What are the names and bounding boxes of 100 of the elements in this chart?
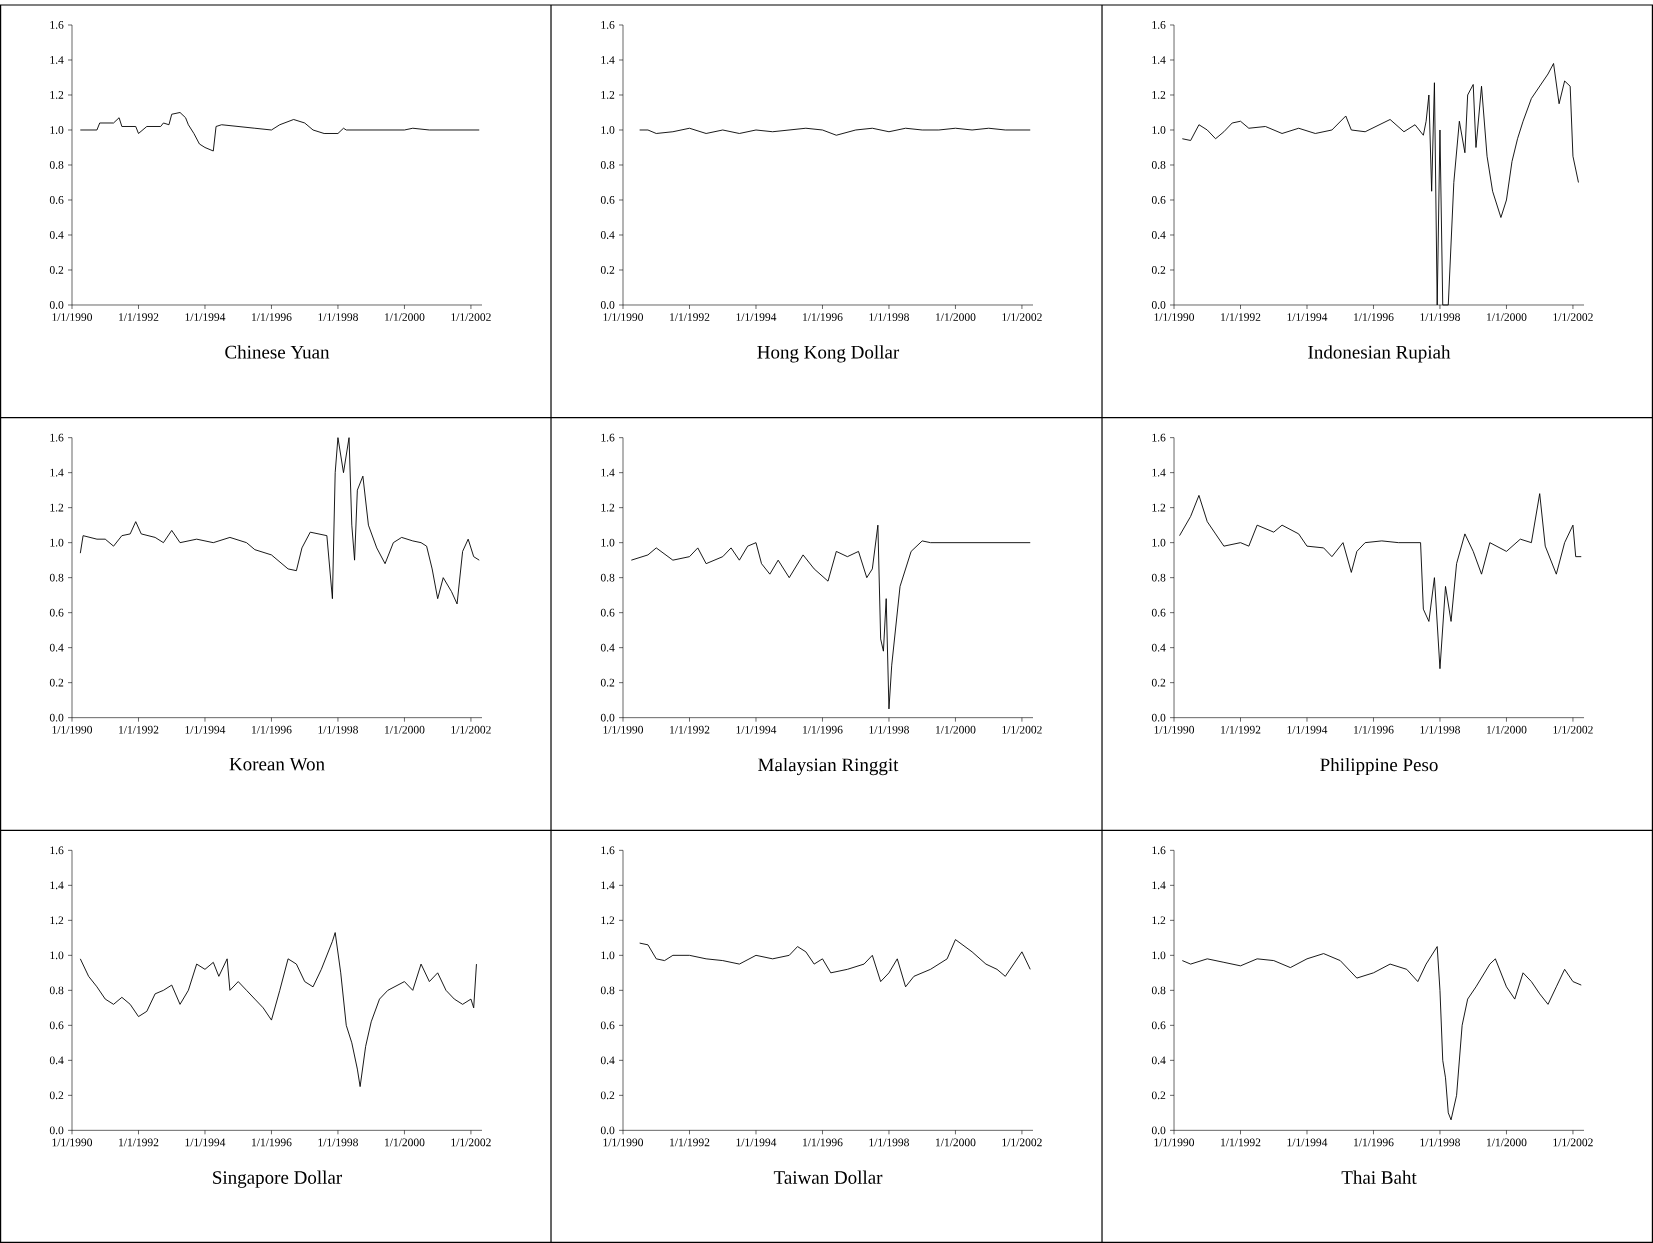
y-tick-label: 1.0 bbox=[601, 126, 615, 134]
y-tick-label: 1.0 bbox=[1152, 951, 1166, 960]
x-tick-label: 1/1/1990 bbox=[52, 313, 93, 321]
x-tick-label: 1/1/2000 bbox=[936, 1138, 976, 1147]
x-tick-label: 1/1/2002 bbox=[1553, 725, 1593, 734]
y-tick-label: 1.0 bbox=[601, 951, 615, 960]
y-tick-label: 1.0 bbox=[1152, 126, 1166, 134]
line-series bbox=[79, 932, 477, 1088]
y-tick-label: 1.4 bbox=[50, 468, 64, 477]
x-tick-label: 1/1/1996 bbox=[803, 1138, 843, 1147]
x-tick-label: 1/1/2000 bbox=[1487, 313, 1527, 321]
y-tick-label: 0.4 bbox=[1151, 643, 1166, 652]
text: Thai Baht bbox=[1341, 1170, 1417, 1184]
y-tick-label: 0.0 bbox=[600, 301, 615, 309]
x-tick-label: 1/1/1998 bbox=[1420, 1138, 1460, 1147]
y-tick-label: 0.6 bbox=[600, 196, 615, 204]
x-tick-label: 1/1/1998 bbox=[318, 725, 358, 734]
x-tick-label: 1/1/1994 bbox=[1287, 1138, 1328, 1147]
y-tick-label: 0.2 bbox=[1151, 266, 1166, 274]
line-series bbox=[1179, 493, 1582, 670]
y-tick-label: 1.4 bbox=[1152, 881, 1166, 890]
x-tick-label: 1/1/1992 bbox=[119, 313, 159, 321]
x-tick-label: 1/1/1998 bbox=[869, 313, 909, 321]
x-tick-label: 1/1/1990 bbox=[52, 1138, 93, 1147]
x-tick-label: 1/1/1996 bbox=[252, 313, 292, 321]
y-tick-label: 1.4 bbox=[601, 881, 615, 890]
x-tick-label: 1/1/1994 bbox=[185, 1138, 226, 1147]
x-tick-label: 1/1/2000 bbox=[936, 313, 976, 321]
x-tick-label: 1/1/1992 bbox=[1221, 725, 1261, 734]
y-tick-label: 0.8 bbox=[600, 986, 615, 995]
x-tick-label: 1/1/1990 bbox=[603, 1138, 644, 1147]
text: Philippine Peso bbox=[1320, 757, 1438, 776]
text: Singapore Dollar bbox=[213, 1170, 342, 1188]
y-tick-label: 1.2 bbox=[1152, 503, 1166, 512]
y-tick-label: 0.8 bbox=[1151, 573, 1166, 582]
y-tick-label: 1.4 bbox=[601, 56, 615, 64]
y-tick-label: 0.8 bbox=[49, 986, 64, 995]
y-tick-label: 0.2 bbox=[600, 266, 615, 274]
x-tick-label: 1/1/2002 bbox=[1002, 313, 1042, 321]
y-tick-label: 1.0 bbox=[50, 951, 64, 960]
y-tick-label: 0.8 bbox=[49, 161, 64, 169]
x-tick-label: 1/1/1998 bbox=[1420, 313, 1460, 321]
y-tick-label: 0.6 bbox=[49, 608, 64, 617]
y-tick-label: 1.6 bbox=[1152, 433, 1166, 442]
x-tick-label: 1/1/1990 bbox=[52, 725, 93, 734]
y-tick-label: 0.4 bbox=[1151, 1056, 1166, 1065]
x-tick-label: 1/1/1994 bbox=[736, 1138, 777, 1147]
y-tick-label: 1.6 bbox=[601, 21, 615, 29]
y-tick-label: 1.0 bbox=[50, 538, 64, 547]
x-tick-label: 1/1/1990 bbox=[603, 313, 644, 321]
x-tick-label: 1/1/1996 bbox=[803, 725, 843, 734]
y-tick-label: 1.4 bbox=[50, 881, 64, 890]
y-tick-label: 1.2 bbox=[50, 916, 64, 925]
x-tick-label: 1/1/1994 bbox=[736, 313, 777, 321]
x-tick-label: 1/1/1996 bbox=[803, 313, 843, 321]
y-tick-label: 1.6 bbox=[1152, 21, 1166, 29]
y-tick-label: 1.2 bbox=[1152, 91, 1166, 99]
y-tick-label: 1.0 bbox=[601, 538, 615, 547]
y-tick-label: 0.2 bbox=[1151, 1091, 1166, 1100]
y-tick-label: 0.4 bbox=[600, 231, 615, 239]
y-tick-label: 0.4 bbox=[49, 1056, 64, 1065]
x-tick-label: 1/1/1996 bbox=[1354, 725, 1394, 734]
y-tick-label: 1.0 bbox=[1152, 538, 1166, 547]
y-tick-label: 1.6 bbox=[601, 846, 615, 855]
line-series bbox=[79, 437, 480, 605]
x-tick-label: 1/1/1994 bbox=[736, 725, 777, 734]
line-series bbox=[630, 524, 1031, 710]
y-tick-label: 0.2 bbox=[1151, 678, 1166, 687]
x-tick-label: 1/1/1994 bbox=[185, 313, 226, 321]
y-tick-label: 0.6 bbox=[1151, 196, 1166, 204]
x-tick-label: 1/1/1990 bbox=[1154, 313, 1195, 321]
y-tick-label: 0.2 bbox=[600, 1091, 615, 1100]
x-tick-label: 1/1/2000 bbox=[385, 1138, 425, 1147]
text: Malaysian Ringgit bbox=[758, 757, 899, 776]
x-tick-label: 1/1/1998 bbox=[318, 313, 358, 321]
x-tick-label: 1/1/2000 bbox=[1487, 725, 1527, 734]
y-tick-label: 1.0 bbox=[50, 126, 64, 134]
y-tick-label: 1.4 bbox=[50, 56, 64, 64]
y-tick-label: 0.0 bbox=[1151, 1126, 1166, 1135]
y-tick-label: 0.0 bbox=[600, 1126, 615, 1135]
x-tick-label: 1/1/1990 bbox=[603, 725, 644, 734]
y-tick-label: 1.6 bbox=[1152, 846, 1166, 855]
x-tick-label: 1/1/1994 bbox=[1287, 725, 1328, 734]
x-tick-label: 1/1/1998 bbox=[869, 725, 909, 734]
x-tick-label: 1/1/1998 bbox=[318, 1138, 358, 1147]
y-tick-label: 1.6 bbox=[50, 846, 64, 855]
x-tick-label: 1/1/1998 bbox=[1420, 725, 1460, 734]
text: Hong Kong Dollar bbox=[757, 345, 900, 363]
x-tick-label: 1/1/2002 bbox=[451, 313, 491, 321]
y-tick-label: 1.2 bbox=[50, 91, 64, 99]
y-tick-label: 0.4 bbox=[49, 231, 64, 239]
y-tick-label: 0.0 bbox=[1151, 713, 1166, 722]
y-tick-label: 0.0 bbox=[600, 713, 615, 722]
x-tick-label: 1/1/1994 bbox=[185, 725, 226, 734]
y-tick-label: 1.2 bbox=[601, 91, 615, 99]
y-tick-label: 1.2 bbox=[601, 503, 615, 512]
y-tick-label: 1.4 bbox=[601, 468, 615, 477]
y-tick-label: 1.2 bbox=[601, 916, 615, 925]
x-tick-label: 1/1/1998 bbox=[869, 1138, 909, 1147]
y-tick-label: 0.8 bbox=[1151, 161, 1166, 169]
